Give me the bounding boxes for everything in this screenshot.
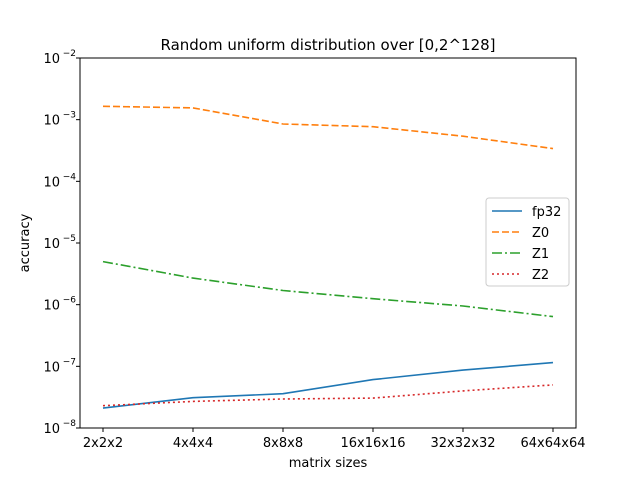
- x-tick-label: 32x32x32: [430, 436, 495, 451]
- legend-label-z2: Z2: [532, 268, 549, 283]
- y-tick-label-exponent: −2: [63, 49, 76, 59]
- y-tick-label-base: 10: [43, 422, 60, 437]
- x-tick-label: 8x8x8: [263, 436, 303, 451]
- y-tick-label-base: 10: [43, 237, 60, 252]
- legend: fp32 Z0 Z1 Z2: [485, 197, 570, 287]
- series-layer: [102, 105, 554, 409]
- legend-label-fp32: fp32: [532, 205, 561, 220]
- series-line-z2: [102, 384, 554, 407]
- x-tick-label: 16x16x16: [340, 436, 405, 451]
- y-tick-label-exponent: −8: [63, 419, 77, 429]
- y-tick-label-exponent: −6: [63, 296, 77, 306]
- series-line-fp32: [102, 361, 554, 409]
- chart-title: Random uniform distribution over [0,2^12…: [160, 36, 495, 54]
- x-axis-label: matrix sizes: [289, 456, 368, 471]
- y-tick-label: 10: [43, 237, 60, 252]
- legend-label-z0: Z0: [532, 226, 549, 241]
- y-tick-label-exponent: −4: [63, 172, 77, 182]
- y-tick-label-exponent: −5: [63, 234, 76, 244]
- y-tick-label-base: 10: [43, 299, 60, 314]
- legend-box: [485, 197, 570, 287]
- ticks-layer: 2x2x2 4x4x4 8x8x8 16x16x16 32x32x32 64x64x64 1…: [43, 49, 585, 451]
- legend-label-z1: Z1: [532, 247, 549, 262]
- y-tick-label-base: 10: [43, 114, 60, 129]
- y-tick-label: 10: [43, 422, 60, 437]
- y-tick-label: 10: [43, 52, 60, 67]
- y-tick-label: 10: [43, 360, 60, 375]
- y-tick-label-exponent: −7: [63, 357, 76, 367]
- y-tick-label: 10: [43, 175, 60, 190]
- x-tick-label: 64x64x64: [520, 436, 585, 451]
- series-line-z1: [102, 260, 554, 318]
- y-tick-label-base: 10: [43, 175, 60, 190]
- y-tick-label-exponent: −3: [63, 111, 76, 121]
- x-tick-label: 2x2x2: [83, 436, 123, 451]
- y-tick-label-base: 10: [43, 52, 60, 67]
- y-tick-label: 10: [43, 299, 60, 314]
- x-tick-label: 4x4x4: [173, 436, 213, 451]
- y-tick-label: 10: [43, 114, 60, 129]
- y-axis-label: accuracy: [18, 213, 33, 272]
- series-line-z0: [102, 105, 554, 150]
- y-tick-label-base: 10: [43, 360, 60, 375]
